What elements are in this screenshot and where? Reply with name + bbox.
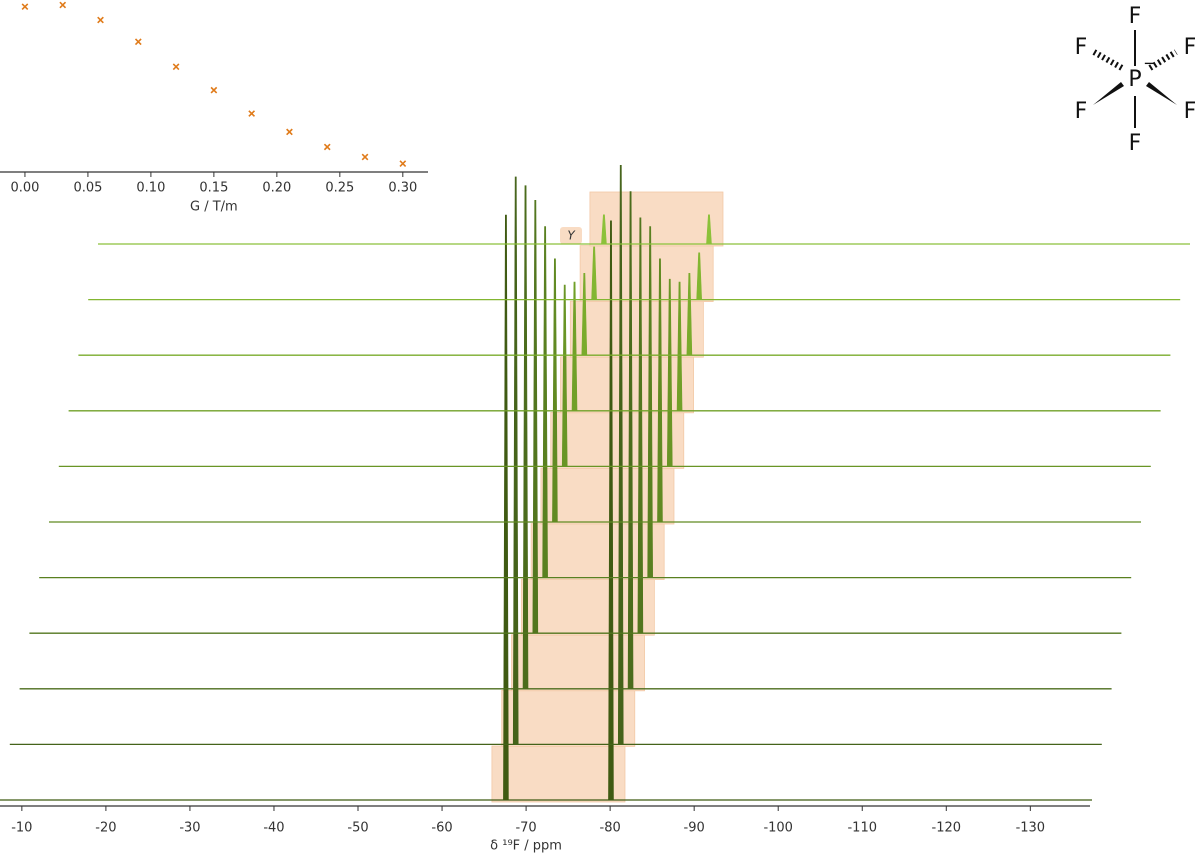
point — [21, 3, 29, 11]
peak — [637, 217, 644, 634]
x-tick-label: 0.30 — [388, 181, 417, 196]
peak — [676, 281, 683, 412]
peak — [706, 214, 712, 245]
charge: − — [1143, 54, 1156, 73]
peak — [647, 226, 653, 578]
x-tick-label: -50 — [347, 821, 368, 836]
peak — [657, 258, 663, 523]
x-tick-label: 0.10 — [136, 181, 165, 196]
peak — [571, 281, 578, 412]
peak — [561, 284, 568, 467]
point — [323, 143, 331, 151]
x-tick-label: -110 — [847, 821, 877, 836]
integration-region — [540, 467, 675, 525]
x-tick-label: -30 — [179, 821, 200, 836]
atom: P — [1128, 67, 1141, 92]
x-tick-label: -80 — [600, 821, 621, 836]
x-tick-label: -10 — [11, 821, 32, 836]
x-tick-label: 0.15 — [199, 181, 228, 196]
annotation-box — [560, 227, 582, 244]
atom: F — [1075, 99, 1088, 124]
integration-region — [511, 634, 645, 692]
atom: F — [1129, 4, 1142, 29]
bond — [1093, 82, 1124, 105]
x-tick-label: -20 — [95, 821, 116, 836]
peak — [512, 176, 519, 745]
atom: F — [1129, 131, 1142, 156]
peak — [617, 164, 624, 745]
bond — [1148, 49, 1178, 71]
peak — [666, 278, 673, 467]
x-tick-label: -90 — [684, 821, 705, 836]
integration-region — [560, 356, 694, 414]
x-tick-label: -130 — [1016, 821, 1046, 836]
integration-region — [569, 300, 704, 358]
peak — [696, 252, 702, 300]
point — [361, 153, 369, 161]
integration-region — [589, 191, 724, 247]
x-tick-label: 0.20 — [262, 181, 291, 196]
x-tick-label: -40 — [263, 821, 284, 836]
integration-region — [520, 578, 655, 636]
x-tick-label: -120 — [932, 821, 962, 836]
atom: F — [1184, 99, 1197, 124]
point — [286, 128, 293, 136]
integration-region — [579, 245, 714, 303]
peak — [608, 220, 614, 801]
peak — [522, 185, 529, 690]
peak — [552, 258, 558, 523]
point — [59, 1, 67, 9]
peak — [686, 273, 693, 356]
peak — [581, 273, 588, 356]
point — [399, 160, 407, 168]
integration-region — [491, 745, 626, 803]
integration-region — [501, 690, 636, 747]
x-axis-label: G / T/m — [190, 200, 238, 215]
peak — [542, 226, 548, 578]
point — [172, 63, 180, 71]
point — [97, 16, 104, 24]
x-tick-label: 0.05 — [73, 181, 102, 196]
atom: F — [1184, 35, 1197, 60]
x-tick-label: -100 — [763, 821, 793, 836]
bond — [1146, 82, 1177, 105]
x-tick-label: -70 — [515, 821, 536, 836]
x-axis-label: δ ¹⁹F / ppm — [490, 839, 562, 854]
peak — [627, 191, 634, 690]
atom: F — [1075, 35, 1088, 60]
point — [134, 38, 142, 46]
peak — [532, 200, 539, 634]
annotation: Y — [567, 229, 576, 243]
peak — [591, 246, 597, 300]
integration-region — [530, 523, 665, 580]
bond — [1092, 49, 1124, 71]
peak — [503, 214, 509, 801]
integration-region — [550, 411, 685, 469]
point — [248, 110, 256, 117]
x-tick-label: -60 — [431, 821, 452, 836]
molecule: P − F F F F F F — [1075, 4, 1197, 156]
x-tick-label: 0.00 — [10, 181, 39, 196]
x-tick-label: 0.25 — [325, 181, 354, 196]
point — [210, 86, 218, 94]
peak — [601, 214, 607, 245]
